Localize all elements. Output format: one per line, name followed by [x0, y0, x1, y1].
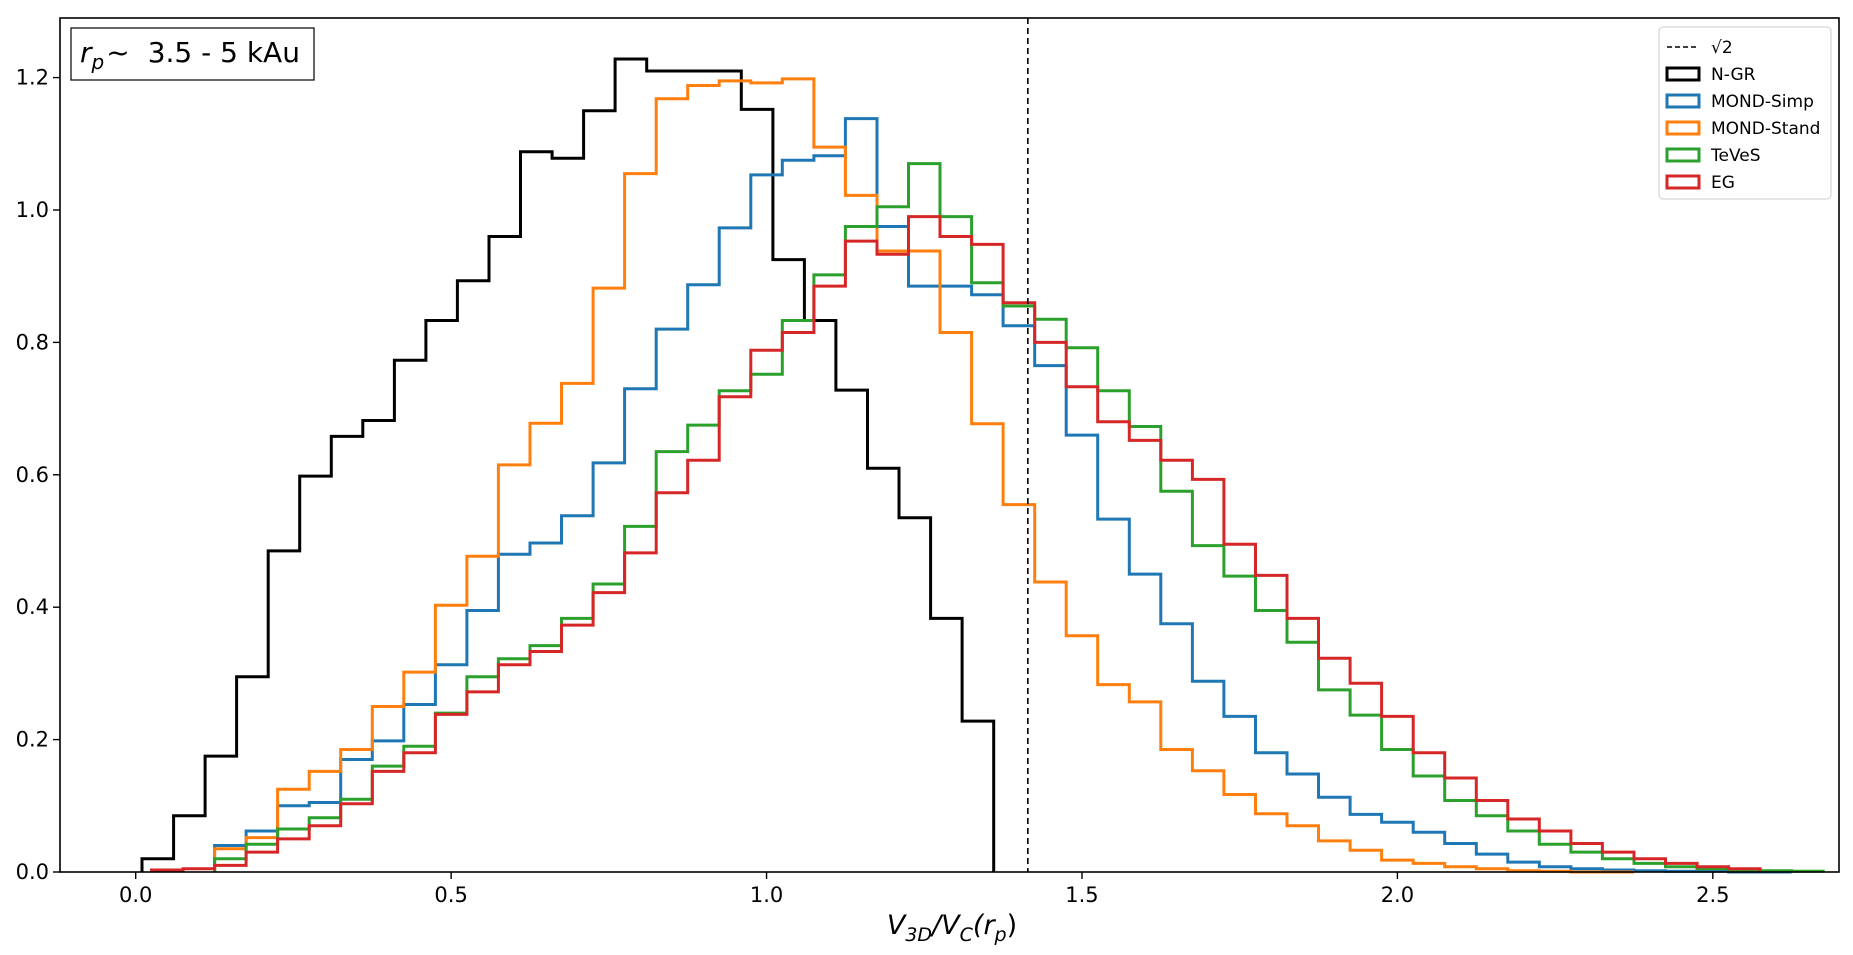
y-tick-label: 0.0 — [16, 860, 49, 884]
x-label-v: V — [887, 910, 908, 941]
legend-swatch-teves — [1665, 147, 1701, 163]
y-tick-label: 0.4 — [16, 595, 49, 619]
annotation-label: rp~ 3.5 - 5 kAu — [80, 36, 300, 74]
x-tick-label: 1.0 — [750, 883, 783, 907]
annotation-box — [70, 27, 315, 81]
legend-label-n-gr: N-GR — [1711, 65, 1756, 85]
legend-items: √2 N-GR MOND-Simp MOND-Stand TeVeS EG — [1665, 38, 1820, 193]
x-tick-label: 2.0 — [1381, 883, 1414, 907]
y-axis-ticks: 0.0 0.2 0.4 0.6 0.8 1.0 1.2 — [16, 66, 60, 884]
annotation-range-text: 3.5 - 5 kAu — [148, 36, 300, 69]
x-tick-label: 0.5 — [434, 883, 467, 907]
series-n-gr-histogram — [140, 57, 996, 872]
legend-label-mond-stand: MOND-Stand — [1711, 119, 1820, 139]
x-tick-label: 2.5 — [1696, 883, 1729, 907]
legend: √2 N-GR MOND-Simp MOND-Stand TeVeS EG — [1658, 26, 1832, 200]
y-tick-label: 0.2 — [16, 728, 49, 752]
x-tick-label: 0.0 — [119, 883, 152, 907]
range-annotation: rp~ 3.5 - 5 kAu — [70, 27, 315, 81]
x-axis-label: V3D/VC(rp) — [887, 910, 1017, 946]
legend-sqrt2-label: √2 — [1711, 38, 1733, 58]
legend-label-teves: TeVeS — [1710, 146, 1761, 166]
annotation-symbol: r — [80, 36, 93, 69]
annotation-subscript: p — [91, 50, 105, 74]
y-tick-label: 1.0 — [16, 198, 49, 222]
legend-swatch-eg — [1665, 174, 1701, 190]
series-teves-histogram — [213, 162, 1825, 873]
series-mond-simp-histogram — [213, 117, 1792, 874]
legend-label-eg: EG — [1711, 173, 1735, 193]
legend-swatch-mond-stand — [1665, 120, 1701, 136]
legend-swatch-n-gr — [1665, 66, 1701, 82]
x-label-sub-3d: 3D — [905, 924, 932, 946]
x-label-slash-v: /V — [930, 910, 962, 941]
y-tick-label: 1.2 — [16, 66, 49, 90]
x-label-paren-r: (r — [973, 910, 997, 941]
x-label-sub-p: p — [994, 924, 1007, 946]
x-tick-label: 1.5 — [1065, 883, 1098, 907]
plot-frame — [59, 17, 1840, 873]
legend-label-mond-simp: MOND-Simp — [1711, 92, 1814, 112]
legend-box — [1658, 26, 1832, 200]
x-axis-ticks: 0.0 0.5 1.0 1.5 2.0 2.5 — [119, 872, 1730, 907]
y-tick-label: 0.8 — [16, 330, 49, 354]
y-tick-label: 0.6 — [16, 463, 49, 487]
x-label-sub-c: C — [960, 924, 974, 946]
series-eg-histogram — [150, 215, 1762, 872]
legend-swatch-mond-simp — [1665, 93, 1701, 109]
annotation-tilde: ~ — [106, 36, 129, 69]
histogram-series-group — [140, 57, 1825, 874]
x-label-paren-close: ) — [1007, 910, 1018, 941]
